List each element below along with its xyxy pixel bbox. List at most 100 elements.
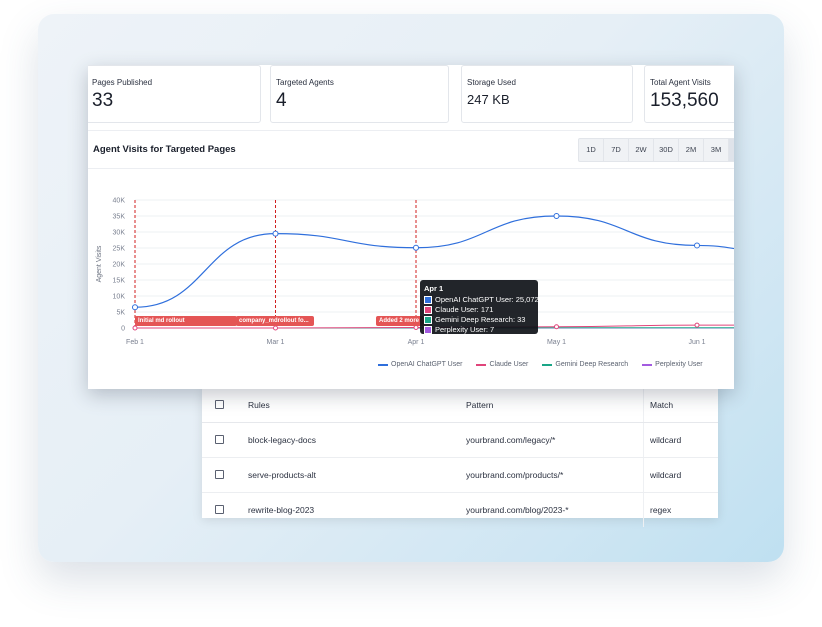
table-row[interactable]: serve-products-alt yourbrand.com/product… <box>202 457 718 493</box>
data-point <box>132 304 138 311</box>
data-point <box>694 242 700 249</box>
annotation-badge[interactable]: company_mdrollout fo... <box>236 316 314 326</box>
row-checkbox[interactable] <box>215 434 224 444</box>
x-tick-label: Feb 1 <box>126 339 144 346</box>
data-point <box>553 213 560 219</box>
rule-match-type: wildcard <box>643 422 718 458</box>
range-button-1d[interactable]: 1D <box>579 139 604 161</box>
tooltip-row-text: Claude User: 171 <box>435 305 494 314</box>
annotation-badge[interactable]: Added 2 more <box>376 316 424 326</box>
y-tick-label: 20K <box>113 262 126 269</box>
tooltip-row: Claude User: 171 <box>424 305 493 314</box>
y-tick-label: 25K <box>113 246 126 253</box>
tooltip-row: Gemini Deep Research: 33 <box>424 315 525 324</box>
rule-match-type: wildcard <box>643 457 718 493</box>
range-button-3m[interactable]: 3M <box>704 139 729 161</box>
range-button-2m[interactable]: 2M <box>679 139 704 161</box>
stat-label: Storage Used <box>467 78 516 87</box>
range-button-7d[interactable]: 7D <box>604 139 629 161</box>
series-line-openai-chatgpt-user <box>134 215 734 308</box>
series-swatch <box>424 295 432 304</box>
range-button-2w[interactable]: 2W <box>629 139 654 161</box>
tooltip-row-text: Gemini Deep Research: 33 <box>435 315 526 324</box>
stat-card-storage-used: Storage Used 247 KB <box>461 65 633 123</box>
row-checkbox[interactable] <box>215 504 224 514</box>
chart-legend: OpenAI ChatGPT User Claude User Gemini Dee… <box>378 361 703 368</box>
data-point <box>132 325 138 331</box>
column-header-pattern[interactable]: Pattern <box>465 388 644 423</box>
y-tick-label: 35K <box>113 214 126 221</box>
legend-label: Gemini Deep Research <box>555 361 629 368</box>
stats-row: Pages Published 33 Targeted Agents 4 Sto… <box>88 65 734 123</box>
stat-value: 153,560 <box>650 90 719 111</box>
rule-pattern: yourbrand.com/legacy/* <box>465 422 644 458</box>
y-tick-label: 15K <box>113 278 126 285</box>
rule-pattern: yourbrand.com/products/* <box>465 457 644 493</box>
column-header-match[interactable]: Match <box>643 388 718 423</box>
rules-table-header: Rules Pattern Match <box>202 388 718 423</box>
tooltip-row: Perplexity User: 7 <box>424 325 494 334</box>
stat-card-pages-published: Pages Published 33 <box>88 65 261 123</box>
legend-swatch <box>642 363 653 366</box>
column-header-rules[interactable]: Rules <box>247 388 465 423</box>
data-point <box>554 324 559 330</box>
legend-swatch <box>542 363 553 366</box>
y-tick-label: 40K <box>113 198 126 205</box>
y-tick-label: 5K <box>116 310 125 317</box>
y-tick-label: 30K <box>113 230 126 237</box>
rule-name: serve-products-alt <box>247 457 465 493</box>
data-point <box>413 244 419 251</box>
legend-label: Claude User <box>489 361 529 368</box>
stat-label: Pages Published <box>92 78 153 87</box>
data-point <box>272 230 279 237</box>
rules-table: Rules Pattern Match block-legacy-docs yo… <box>202 388 718 527</box>
legend-item[interactable]: Gemini Deep Research <box>542 361 628 368</box>
stat-card-total-agent-visits: Total Agent Visits 153,560 <box>644 65 734 123</box>
rule-match-type: regex <box>650 505 672 515</box>
chart-header-divider <box>88 168 734 169</box>
data-point <box>413 324 419 330</box>
annotation-badge[interactable]: Initial md rollout <box>135 316 237 326</box>
x-tick-label: Jun 1 <box>688 339 705 346</box>
series-swatch <box>424 325 432 334</box>
range-button-6m[interactable]: 6 <box>729 139 734 161</box>
tooltip-row-text: Perplexity User: 7 <box>435 325 495 334</box>
rules-table-card: Rules Pattern Match block-legacy-docs yo… <box>202 388 718 527</box>
stat-label: Total Agent Visits <box>650 78 711 87</box>
data-point <box>694 322 700 328</box>
legend-label: OpenAI ChatGPT User <box>391 361 463 368</box>
time-range-selector: 1D 7D 2W 30D 2M 3M 6 <box>578 138 734 162</box>
x-tick-label: May 1 <box>547 339 566 346</box>
legend-item[interactable]: Claude User <box>476 361 528 368</box>
stat-value: 4 <box>276 90 287 111</box>
section-divider <box>88 130 734 131</box>
rule-name: rewrite-blog-2023 <box>248 505 315 515</box>
x-tick-label: Apr 1 <box>408 339 425 346</box>
rule-name: block-legacy-docs <box>247 422 465 458</box>
x-tick-label: Mar 1 <box>267 339 285 346</box>
y-tick-label: 0 <box>121 326 125 333</box>
legend-item[interactable]: OpenAI ChatGPT User <box>378 361 462 368</box>
dashboard-card: Pages Published 33 Targeted Agents 4 Sto… <box>88 65 734 389</box>
tooltip-row: OpenAI ChatGPT User: 25,072 <box>424 295 539 304</box>
legend-item[interactable]: Perplexity User <box>642 361 703 368</box>
table-row[interactable]: block-legacy-docs yourbrand.com/legacy/*… <box>202 422 718 458</box>
series-swatch <box>424 315 432 324</box>
series-swatch <box>424 305 432 314</box>
row-checkbox[interactable] <box>215 469 224 479</box>
legend-swatch <box>378 363 388 366</box>
stat-label: Targeted Agents <box>276 78 334 87</box>
y-axis-label: Agent Visits <box>96 245 103 282</box>
line-chart: 0 5K 10K 15K 20K 25K 30K 35K 40K Agent Visits Feb … <box>96 198 734 346</box>
y-tick-label: 10K <box>113 294 126 301</box>
table-row[interactable]: rewrite-blog-2023 yourbrand.com/blog/202… <box>202 492 718 527</box>
data-point <box>273 325 278 331</box>
select-all-checkbox[interactable] <box>215 399 224 409</box>
chart-title: Agent Visits for Targeted Pages <box>93 144 236 155</box>
tooltip-title: Apr 1 <box>424 284 444 293</box>
stat-card-targeted-agents: Targeted Agents 4 <box>270 65 449 123</box>
legend-swatch <box>476 363 487 366</box>
legend-label: Perplexity User <box>655 361 703 368</box>
range-button-30d[interactable]: 30D <box>654 139 679 161</box>
chart-tooltip: Apr 1 OpenAI ChatGPT User: 25,072 Claude… <box>420 280 539 334</box>
